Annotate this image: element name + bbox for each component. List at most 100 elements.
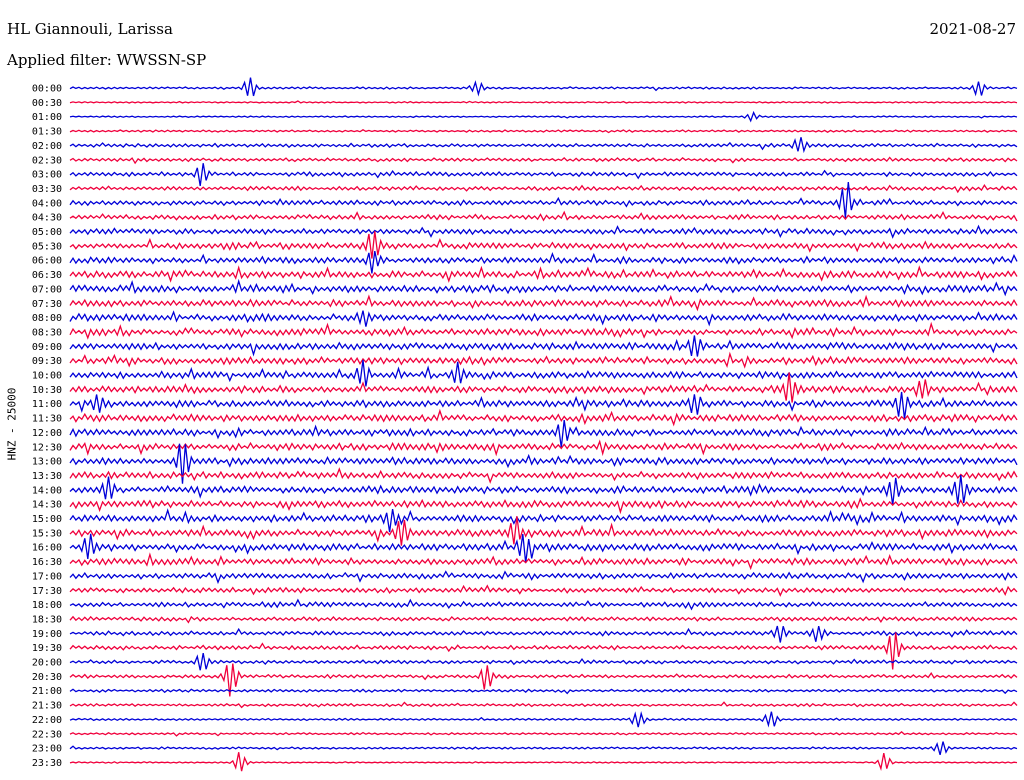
time-tick-label: 12:00 bbox=[32, 428, 62, 439]
seismic-trace-line bbox=[69, 372, 1018, 403]
time-tick-label: 19:00 bbox=[32, 629, 62, 640]
seismic-trace-line bbox=[69, 351, 1018, 369]
seismic-trace-line bbox=[69, 570, 1018, 585]
time-tick-label: 05:00 bbox=[32, 227, 62, 238]
time-tick-label: 08:00 bbox=[32, 313, 62, 324]
time-tick-label: 14:00 bbox=[32, 485, 62, 496]
time-tick-label: 03:00 bbox=[32, 170, 62, 181]
time-tick-label: 22:30 bbox=[32, 729, 62, 740]
seismic-trace-line bbox=[69, 183, 1018, 194]
time-tick-label: 15:00 bbox=[32, 514, 62, 525]
seismic-trace-line bbox=[69, 497, 1018, 515]
time-tick-label: 13:30 bbox=[32, 471, 62, 482]
seismic-trace-line bbox=[69, 632, 1018, 670]
time-tick-label: 06:30 bbox=[32, 270, 62, 281]
time-tick-label: 21:30 bbox=[32, 701, 62, 712]
time-tick-label: 09:30 bbox=[32, 356, 62, 367]
time-tick-label: 17:00 bbox=[32, 571, 62, 582]
time-tick-label: 16:30 bbox=[32, 557, 62, 568]
seismic-trace-line bbox=[69, 182, 1018, 219]
time-tick-label: 02:00 bbox=[32, 141, 62, 152]
seismic-trace-line bbox=[69, 443, 1018, 484]
seismic-trace-line bbox=[69, 552, 1018, 571]
time-tick-label: 18:30 bbox=[32, 614, 62, 625]
time-tick-label: 17:30 bbox=[32, 586, 62, 597]
seismic-trace-line bbox=[69, 231, 1018, 259]
seismic-trace-line bbox=[69, 210, 1018, 222]
time-tick-label: 13:00 bbox=[32, 457, 62, 468]
seismic-trace-line bbox=[69, 224, 1018, 239]
time-tick-label: 01:30 bbox=[32, 127, 62, 138]
time-tick-label: 22:00 bbox=[32, 715, 62, 726]
seismic-trace-line bbox=[69, 598, 1018, 611]
seismic-trace-line bbox=[69, 741, 1018, 755]
time-tick-label: 18:00 bbox=[32, 600, 62, 611]
time-tick-label: 16:00 bbox=[32, 543, 62, 554]
seismic-trace-line bbox=[69, 310, 1018, 327]
seismic-trace-line bbox=[69, 584, 1018, 597]
seismic-trace-line bbox=[69, 516, 1018, 546]
seismic-trace-line bbox=[69, 615, 1018, 624]
time-tick-label: 14:30 bbox=[32, 500, 62, 511]
seismic-trace-line bbox=[69, 321, 1018, 340]
seismic-trace-line bbox=[69, 335, 1018, 357]
time-tick-label: 06:00 bbox=[32, 256, 62, 267]
time-tick-label: 00:00 bbox=[32, 84, 62, 95]
seismic-trace-line bbox=[69, 77, 1018, 97]
time-tick-label: 19:30 bbox=[32, 643, 62, 654]
time-tick-label: 11:30 bbox=[32, 414, 62, 425]
seismic-trace-line bbox=[69, 688, 1018, 695]
time-tick-label: 10:00 bbox=[32, 371, 62, 382]
station-title: HL Giannouli, Larissa bbox=[7, 20, 173, 38]
time-tick-label: 07:00 bbox=[32, 284, 62, 295]
seismic-trace-line bbox=[69, 265, 1018, 283]
time-tick-label: 04:00 bbox=[32, 198, 62, 209]
seismic-trace-line bbox=[69, 250, 1018, 274]
seismic-trace-line bbox=[69, 391, 1018, 419]
time-tick-label: 02:30 bbox=[32, 155, 62, 166]
time-tick-label: 07:30 bbox=[32, 299, 62, 310]
seismic-trace-line bbox=[69, 294, 1018, 312]
seismic-trace-line bbox=[69, 701, 1018, 709]
seismic-trace-line bbox=[69, 475, 1018, 506]
time-tick-label: 23:30 bbox=[32, 758, 62, 769]
record-date: 2021-08-27 bbox=[929, 20, 1016, 38]
seismic-trace-line bbox=[69, 278, 1018, 297]
seismic-trace-line bbox=[69, 137, 1018, 154]
seismic-trace-line bbox=[69, 420, 1018, 448]
seismic-trace-line bbox=[69, 359, 1018, 387]
seismic-trace-line bbox=[69, 711, 1018, 728]
seismic-trace-line bbox=[69, 439, 1018, 457]
time-tick-label: 15:30 bbox=[32, 528, 62, 539]
time-tick-label: 05:30 bbox=[32, 241, 62, 252]
time-tick-label: 04:30 bbox=[32, 213, 62, 224]
time-tick-label: 21:00 bbox=[32, 686, 62, 697]
time-tick-label: 09:00 bbox=[32, 342, 62, 353]
time-tick-label: 12:30 bbox=[32, 442, 62, 453]
seismic-trace-line bbox=[69, 129, 1018, 134]
time-tick-label: 01:00 bbox=[32, 112, 62, 123]
time-tick-label: 10:30 bbox=[32, 385, 62, 396]
seismic-trace-line bbox=[69, 663, 1018, 697]
time-tick-label: 08:30 bbox=[32, 327, 62, 338]
seismic-trace-line bbox=[69, 533, 1018, 564]
seismic-trace-line bbox=[69, 110, 1018, 123]
time-tick-label: 20:00 bbox=[32, 658, 62, 669]
seismic-trace-line bbox=[69, 156, 1018, 165]
seismic-trace-line bbox=[69, 100, 1018, 104]
time-tick-label: 23:00 bbox=[32, 744, 62, 755]
seismic-trace-line bbox=[69, 508, 1018, 533]
time-tick-label: 00:30 bbox=[32, 98, 62, 109]
seismic-trace-line bbox=[69, 752, 1018, 772]
seismic-trace-line bbox=[69, 652, 1018, 671]
filter-label: Applied filter: WWSSN-SP bbox=[7, 51, 207, 69]
time-tick-label: 03:30 bbox=[32, 184, 62, 195]
seismic-trace-line bbox=[69, 467, 1018, 484]
seismic-trace-line bbox=[69, 163, 1018, 187]
seismic-trace-line bbox=[69, 408, 1018, 427]
time-tick-label: 20:30 bbox=[32, 672, 62, 683]
seismic-trace-line bbox=[69, 731, 1018, 737]
seismic-trace-line bbox=[69, 625, 1018, 643]
time-tick-label: 11:00 bbox=[32, 399, 62, 410]
